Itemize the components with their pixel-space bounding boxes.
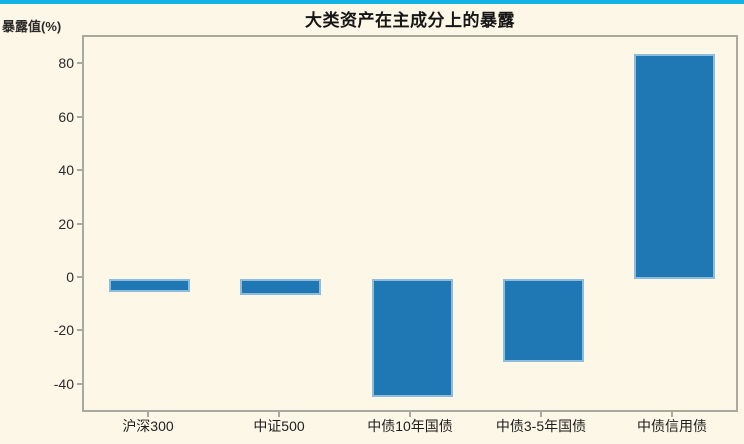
y-tick-mark xyxy=(77,62,82,65)
x-category-label: 中证500 xyxy=(253,418,305,434)
bar-4 xyxy=(503,279,584,362)
x-category-label: 沪深300 xyxy=(122,418,174,434)
y-tick-label: -20 xyxy=(53,322,74,339)
x-category-label: 中债信用债 xyxy=(637,418,707,434)
top-accent-bar xyxy=(0,0,744,4)
x-tick-mark xyxy=(278,412,280,417)
y-tick-mark xyxy=(77,222,82,225)
y-tick-mark xyxy=(77,329,82,332)
bar-1 xyxy=(109,279,190,292)
x-tick-mark xyxy=(671,412,673,417)
y-tick-label: 60 xyxy=(58,108,74,125)
bar-5 xyxy=(634,54,715,279)
x-tick-mark xyxy=(540,412,542,417)
y-tick-label: -40 xyxy=(53,375,74,392)
y-tick-label: 0 xyxy=(66,268,74,285)
x-category-label: 中债10年国债 xyxy=(367,418,453,434)
y-tick-label: 80 xyxy=(58,55,74,72)
bar-2 xyxy=(240,279,321,295)
plot-area xyxy=(82,35,738,412)
y-tick-label: 20 xyxy=(58,215,74,232)
y-tick-mark xyxy=(77,169,82,172)
x-tick-mark xyxy=(147,412,149,417)
y-tick-mark xyxy=(77,382,82,385)
y-tick-mark xyxy=(77,115,82,118)
x-tick-mark xyxy=(409,412,411,417)
y-axis-label: 暴露值(%) xyxy=(2,19,62,34)
chart-title: 大类资产在主成分上的暴露 xyxy=(305,11,515,30)
bar-3 xyxy=(372,279,453,397)
y-tick-mark xyxy=(77,275,82,278)
x-category-label: 中债3-5年国债 xyxy=(495,418,587,434)
y-tick-label: 40 xyxy=(58,162,74,179)
